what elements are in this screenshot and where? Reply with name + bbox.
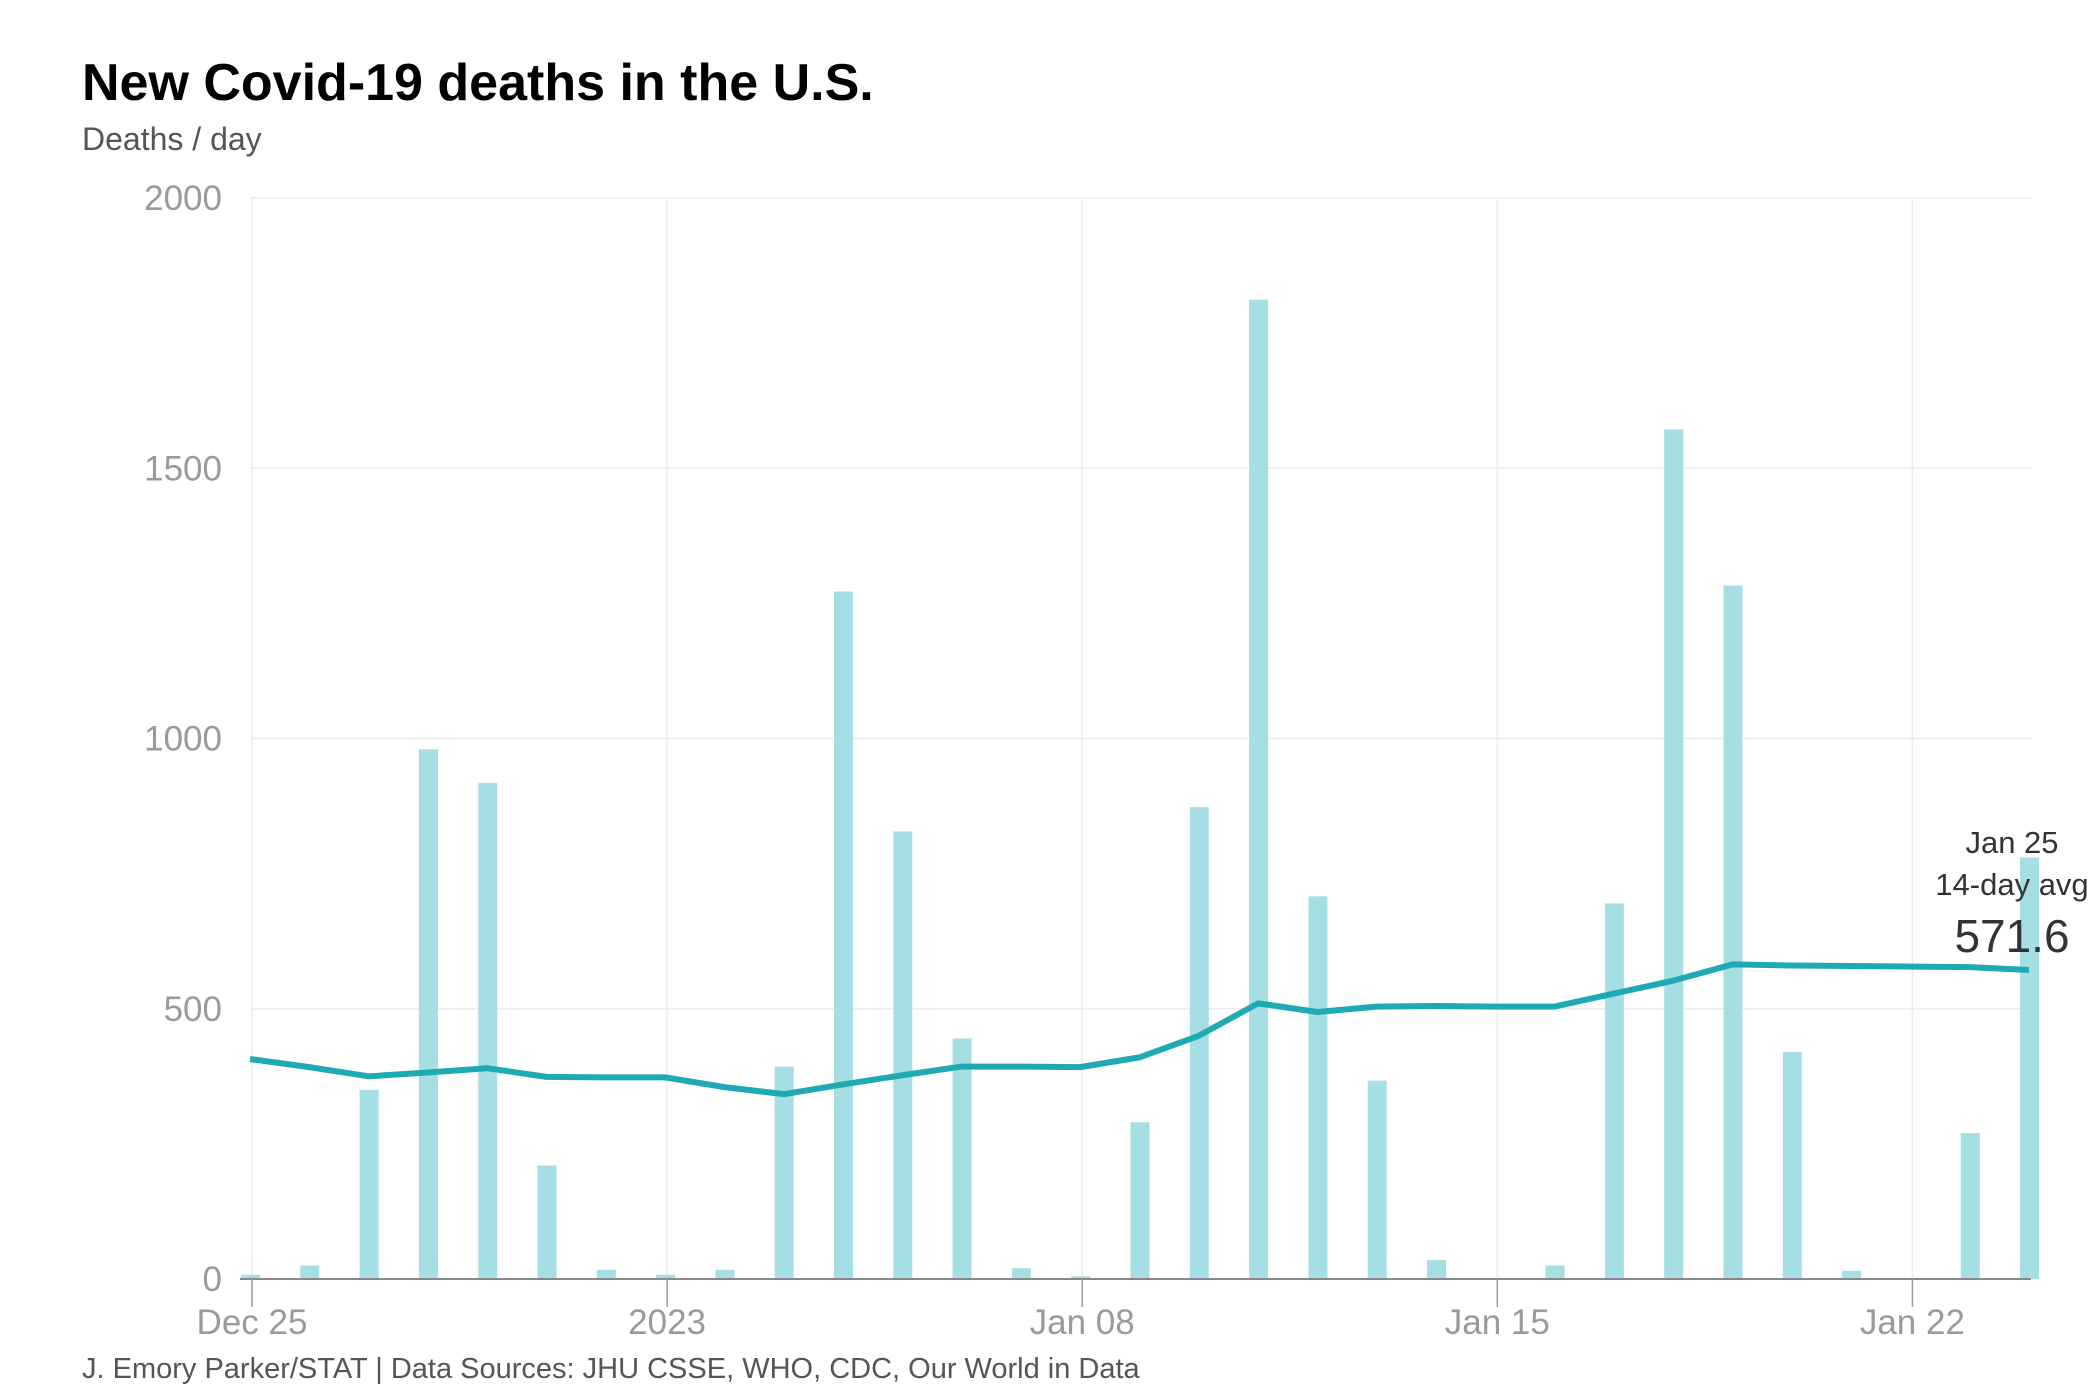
avg-line [249,961,2030,1098]
bar [1130,1122,1150,1279]
bar [1664,429,1684,1280]
x-tick-label: Jan 15 [1445,1303,1550,1342]
chart-title: New Covid-19 deaths in the U.S. [82,54,874,112]
annotation-date: Jan 25 [1965,825,2058,860]
bar [774,1066,794,1279]
chart-footer: J. Emory Parker/STAT | Data Sources: JHU… [82,1353,1141,1385]
bar [1604,903,1624,1279]
bar [656,1274,676,1279]
bar [241,1274,260,1279]
bar [1842,1270,1862,1279]
bar [1782,1051,1802,1279]
bar [359,1089,379,1279]
y-tick-label: 500 [164,990,222,1029]
bars [241,299,2039,1280]
bar [537,1165,557,1279]
x-tick-label: Jan 22 [1860,1303,1965,1342]
bar [1249,299,1269,1279]
bar [2020,857,2039,1279]
bar [834,591,853,1279]
bar [893,831,913,1279]
bar [1189,807,1209,1279]
chart-subtitle: Deaths / day [82,121,262,157]
bar [1308,896,1328,1279]
annotation-label: 14-day avg [1935,867,2088,902]
y-tick-label: 1000 [144,720,222,759]
bar [1011,1268,1031,1279]
annotation-value: 571.6 [1954,910,2069,962]
y-tick-label: 2000 [144,179,222,218]
bar [1071,1276,1091,1279]
x-tick-label: Dec 25 [197,1303,308,1342]
bar [715,1269,735,1279]
bar [596,1269,616,1279]
bar [418,749,438,1279]
y-tick-label: 1500 [144,449,222,488]
bar [1427,1260,1446,1279]
bar [1960,1133,1980,1279]
bar [478,782,498,1279]
x-tick-label: 2023 [628,1303,706,1342]
gridlines: 0 500 1000 1500 2000 [144,179,2031,1299]
bar [300,1265,320,1279]
bar [1723,585,1743,1279]
bar [952,1038,972,1279]
bar [1545,1265,1565,1279]
x-tick-label: Jan 08 [1030,1303,1135,1342]
x-ticks: Dec 25 2023 Jan 08 Jan 15 Jan 22 [197,1279,1965,1342]
y-tick-label: 0 [203,1260,222,1299]
bar [1367,1080,1387,1279]
